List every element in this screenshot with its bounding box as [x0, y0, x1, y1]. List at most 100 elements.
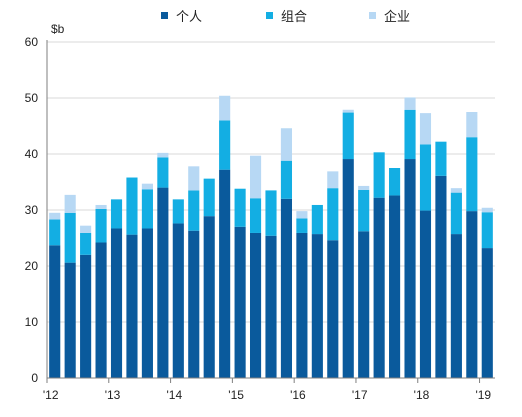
y-unit-label: $b — [51, 22, 65, 36]
y-tick-label-40: 40 — [25, 147, 39, 161]
bar-个人-17: 个人: 25.7 — [311, 234, 323, 378]
bar-个人-24: 个人: 29.9 — [419, 210, 432, 378]
bar-企业-6: 企业: 1 — [141, 183, 153, 190]
bar-企业-13: 企业: 7.6 — [249, 155, 262, 199]
bar-个人-28: 个人: 23.2 — [481, 248, 493, 378]
x-tick-label-0: '12 — [43, 388, 59, 402]
bar-组合-20: 组合: 7.4 — [358, 189, 370, 232]
bar-组合-4: 组合: 5.2 — [110, 199, 123, 229]
bar-组合-16: 组合: 2.6 — [296, 218, 308, 233]
legend-label-个人: 个人 — [176, 10, 202, 25]
bar-个人-8: 个人: 27.6 — [172, 223, 184, 378]
bar-个人-1: 个人: 20.6 — [64, 262, 76, 378]
legend-item-企业: 企业 — [369, 9, 410, 25]
bar-企业-15: 企业: 5.8 — [280, 128, 293, 161]
bar-组合-17: 组合: 5.2 — [311, 204, 323, 235]
bar-个人-2: 个人: 22 — [80, 254, 92, 378]
bar-企业-11: 企业: 4.4 — [219, 95, 231, 121]
x-tick-label-1: '13 — [105, 388, 121, 402]
bar-企业-3: 企业: 0.7 — [95, 204, 107, 209]
bar-企业-18: 企业: 3 — [327, 171, 339, 189]
bar-个人-19: 个人: 39.1 — [342, 159, 354, 378]
bar-个人-11: 个人: 37.2 — [219, 169, 231, 378]
bar-组合-24: 组合: 11.8 — [419, 144, 432, 211]
legend-item-个人: 个人 — [161, 10, 202, 25]
bar-组合-6: 组合: 7 — [141, 189, 153, 229]
bar-个人-25: 个人: 36.1 — [435, 175, 447, 378]
bar-组合-14: 组合: 8.1 — [265, 190, 277, 236]
x-tick-label-5: '17 — [352, 388, 368, 402]
bar-个人-22: 个人: 32.6 — [389, 195, 401, 378]
bar-个人-20: 个人: 26.2 — [358, 231, 370, 378]
bar-个人-5: 个人: 25.6 — [126, 234, 138, 378]
y-tick-label-60: 60 — [25, 35, 39, 49]
y-tick-label-50: 50 — [25, 91, 39, 105]
bars: 个人: 23.7组合: 4.6企业: 1.2个人: 20.6组合: 8.9企业:… — [49, 95, 493, 378]
bar-企业-2: 企业: 1.3 — [80, 225, 92, 233]
bar-个人-26: 个人: 25.7 — [450, 234, 462, 378]
bar-组合-11: 组合: 8.8 — [219, 120, 231, 170]
bar-组合-3: 组合: 6 — [95, 208, 107, 243]
x-tick-label-2: '14 — [166, 388, 182, 402]
x-tick-label-3: '15 — [228, 388, 244, 402]
bar-组合-28: 组合: 6.4 — [481, 212, 493, 249]
bar-个人-13: 个人: 25.9 — [249, 232, 262, 378]
x-tick-label-7: '19 — [475, 388, 491, 402]
bar-组合-25: 组合: 6.1 — [435, 141, 447, 176]
bar-企业-1: 企业: 3.2 — [64, 194, 76, 213]
y-tick-label-30: 30 — [25, 203, 39, 217]
bar-企业-16: 企业: 1.3 — [296, 211, 308, 219]
bar-个人-0: 个人: 23.7 — [49, 245, 61, 378]
bar-个人-21: 个人: 32.2 — [373, 197, 385, 378]
bar-个人-18: 个人: 24.6 — [327, 240, 339, 378]
legend-label-企业: 企业 — [384, 9, 410, 25]
y-tick-label-10: 10 — [25, 315, 39, 329]
legend-swatch-组合 — [266, 12, 273, 19]
bar-企业-19: 企业: 0.5 — [342, 109, 354, 113]
bar-组合-10: 组合: 6.7 — [203, 178, 215, 217]
bar-组合-12: 组合: 6.8 — [234, 188, 246, 227]
bar-个人-6: 个人: 26.7 — [141, 228, 153, 378]
bar-企业-24: 企业: 5.6 — [419, 113, 432, 145]
bar-个人-27: 个人: 29.8 — [466, 211, 478, 378]
bar-组合-8: 组合: 4.3 — [172, 199, 184, 224]
bar-组合-21: 组合: 8.1 — [373, 152, 385, 198]
bar-企业-26: 企业: 0.8 — [450, 188, 462, 193]
bar-组合-26: 组合: 7.4 — [450, 192, 462, 235]
y-tick-labels: 0 10 20 30 40 50 60 — [25, 35, 39, 385]
bar-企业-0: 企业: 1.2 — [49, 212, 61, 220]
bar-组合-15: 组合: 6.8 — [280, 160, 293, 199]
bar-个人-14: 个人: 25.4 — [265, 235, 277, 378]
bar-组合-5: 组合: 10.2 — [126, 177, 138, 235]
bar-个人-7: 个人: 34 — [157, 187, 169, 378]
bar-个人-4: 个人: 26.7 — [110, 228, 123, 378]
legend-item-组合: 组合 — [266, 10, 307, 25]
bar-组合-9: 组合: 7.2 — [188, 190, 200, 231]
bar-企业-23: 企业: 2.2 — [404, 97, 416, 110]
bar-企业-9: 企业: 4.3 — [188, 166, 200, 191]
y-tick-label-0: 0 — [31, 371, 38, 385]
bar-组合-18: 组合: 9.3 — [327, 188, 339, 241]
bar-企业-28: 企业: 0.8 — [481, 207, 493, 213]
axes — [46, 40, 495, 383]
x-tick-labels: '12 '13 '14 '15 '16 '17 '18 '19 — [43, 388, 492, 402]
bar-组合-0: 组合: 4.6 — [49, 219, 61, 246]
bar-企业-20: 企业: 0.7 — [358, 185, 370, 190]
bar-组合-13: 组合: 6.2 — [249, 198, 262, 233]
bar-个人-3: 个人: 24.2 — [95, 242, 107, 378]
bar-个人-12: 个人: 27 — [234, 226, 246, 378]
bar-个人-9: 个人: 26.3 — [188, 230, 200, 378]
legend-label-组合: 组合 — [281, 10, 307, 25]
bar-组合-23: 组合: 8.8 — [404, 109, 416, 160]
bar-企业-7: 企业: 0.8 — [157, 152, 169, 158]
x-tick-label-4: '16 — [290, 388, 306, 402]
bar-组合-22: 组合: 4.9 — [389, 168, 401, 196]
x-tick-label-6: '18 — [414, 388, 430, 402]
bar-个人-15: 个人: 32 — [280, 198, 293, 378]
bar-个人-10: 个人: 28.9 — [203, 216, 215, 378]
legend-swatch-企业 — [369, 12, 376, 19]
bar-组合-7: 组合: 5.4 — [157, 157, 169, 188]
bar-组合-19: 组合: 8.3 — [342, 112, 354, 160]
bar-个人-23: 个人: 39.1 — [404, 159, 416, 378]
